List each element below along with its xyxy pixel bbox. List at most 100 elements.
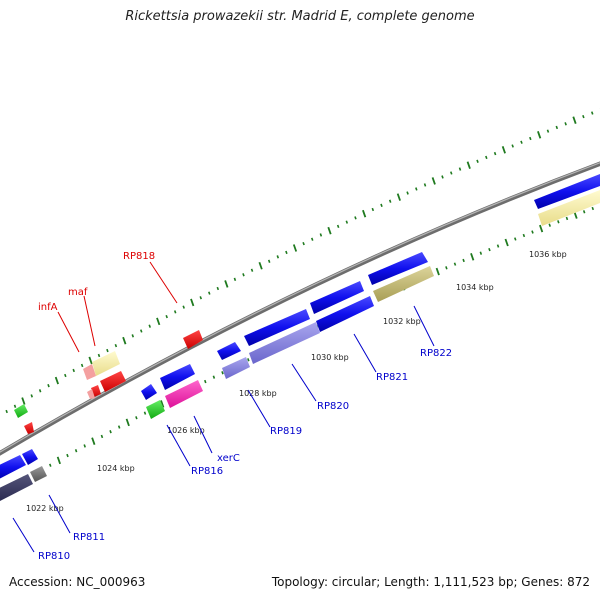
scale-tick: [66, 453, 69, 458]
scale-tick: [250, 268, 254, 272]
gene-arrow[interactable]: [244, 309, 310, 346]
gene-arrow[interactable]: [83, 364, 96, 380]
gene-arrow[interactable]: [0, 474, 33, 502]
scale-tick: [522, 233, 526, 238]
scale-tick: [504, 238, 509, 247]
scale-tick: [131, 334, 135, 338]
tick-label-1022: 1022 kbp: [26, 504, 64, 513]
scale-tick: [431, 177, 436, 185]
scale-tick: [388, 199, 392, 203]
gene-arrow[interactable]: [368, 252, 428, 285]
scale-tick: [582, 114, 585, 119]
tick-label-1036: 1036 kbp: [529, 250, 567, 259]
gene-arrow[interactable]: [373, 266, 434, 302]
scale-tick: [276, 255, 280, 259]
scale-tick: [13, 404, 17, 408]
gene-arrow[interactable]: [538, 190, 600, 226]
scale-tick: [531, 230, 534, 234]
gene-arrow[interactable]: [534, 174, 600, 209]
scale-tick: [565, 216, 569, 221]
forward-genes: [0, 174, 600, 480]
scale-tick: [221, 371, 224, 375]
gene-arrow[interactable]: [316, 296, 374, 332]
scale-tick: [204, 379, 207, 384]
gene-label-maf: maf: [68, 287, 88, 298]
scale-tick: [190, 298, 195, 307]
scale-tick: [520, 140, 523, 144]
scale-tick: [462, 258, 465, 263]
gene-labels: RP810 RP811 RP816 xerC RP819 RP820 RP821…: [38, 251, 452, 562]
scale-tick: [302, 241, 305, 246]
scale-tick: [216, 286, 220, 291]
scale-tick: [38, 389, 42, 393]
inner-scale-ticks: [5, 206, 595, 492]
scale-tick: [450, 171, 453, 175]
gene-label-rp819: RP819: [270, 426, 302, 437]
gene-arrow[interactable]: [217, 342, 241, 360]
gene-arrow[interactable]: [249, 322, 320, 364]
tick-label-1034: 1034 kbp: [456, 283, 494, 292]
gene-arrow[interactable]: [160, 364, 195, 390]
scale-tick: [354, 216, 357, 220]
scale-tick: [83, 444, 86, 448]
scale-tick: [74, 449, 78, 453]
gene-arrow[interactable]: [87, 389, 95, 399]
tick-label-1026: 1026 kbp: [167, 426, 205, 435]
gene-label-rp810: RP810: [38, 551, 70, 562]
gene-label-rp820: RP820: [317, 401, 349, 412]
scale-tick: [485, 155, 488, 160]
scale-tick: [100, 434, 104, 439]
scale-tick: [435, 267, 440, 276]
gene-label-rp811: RP811: [73, 532, 105, 543]
scale-tick: [396, 193, 401, 201]
scale-tick: [140, 329, 143, 333]
scale-tick: [114, 343, 118, 348]
gene-arrow[interactable]: [146, 400, 165, 419]
scale-tick: [371, 207, 375, 212]
scale-tick: [557, 220, 560, 224]
scale-tick: [362, 209, 367, 218]
scale-tick: [224, 280, 229, 288]
genome-stats-text: Topology: circular; Length: 1,111,523 bp…: [271, 575, 590, 589]
scale-tick: [319, 233, 323, 237]
tick-label-1032: 1032 kbp: [383, 317, 421, 326]
gene-arrow[interactable]: [141, 384, 157, 400]
scale-tick: [47, 383, 50, 388]
gene-arrow[interactable]: [30, 466, 47, 482]
scale-tick: [514, 237, 517, 241]
scale-tick: [591, 206, 595, 211]
scale-tick: [212, 375, 216, 379]
gene-arrow[interactable]: [100, 371, 126, 392]
scale-tick: [493, 151, 497, 156]
gene-arrow[interactable]: [22, 449, 38, 465]
scale-tick: [122, 336, 127, 345]
scale-tick: [233, 277, 237, 281]
gene-arrow[interactable]: [24, 422, 34, 434]
scale-tick: [470, 253, 475, 261]
gene-arrow[interactable]: [183, 330, 203, 349]
gene-arrow[interactable]: [165, 380, 203, 408]
scale-tick: [479, 251, 483, 255]
accession-text: Accession: NC_000963: [9, 575, 146, 589]
gene-arrow[interactable]: [92, 351, 120, 376]
gene-arrow[interactable]: [310, 281, 364, 314]
scale-tick: [125, 418, 130, 427]
gene-arrow[interactable]: [222, 357, 250, 379]
scale-tick: [537, 130, 542, 139]
scale-tick: [91, 437, 96, 445]
scale-tick: [54, 376, 59, 385]
scale-tick: [476, 159, 479, 163]
scale-tick: [117, 425, 121, 429]
scale-tick: [292, 244, 298, 252]
scale-tick: [49, 463, 52, 467]
scale-tick: [285, 250, 288, 255]
gene-arrow[interactable]: [0, 455, 26, 480]
scale-tick: [501, 145, 506, 154]
scale-tick: [496, 244, 500, 248]
scale-tick: [529, 136, 532, 141]
gene-arrow[interactable]: [14, 404, 28, 418]
scale-tick: [106, 348, 109, 353]
scale-tick: [165, 314, 168, 319]
